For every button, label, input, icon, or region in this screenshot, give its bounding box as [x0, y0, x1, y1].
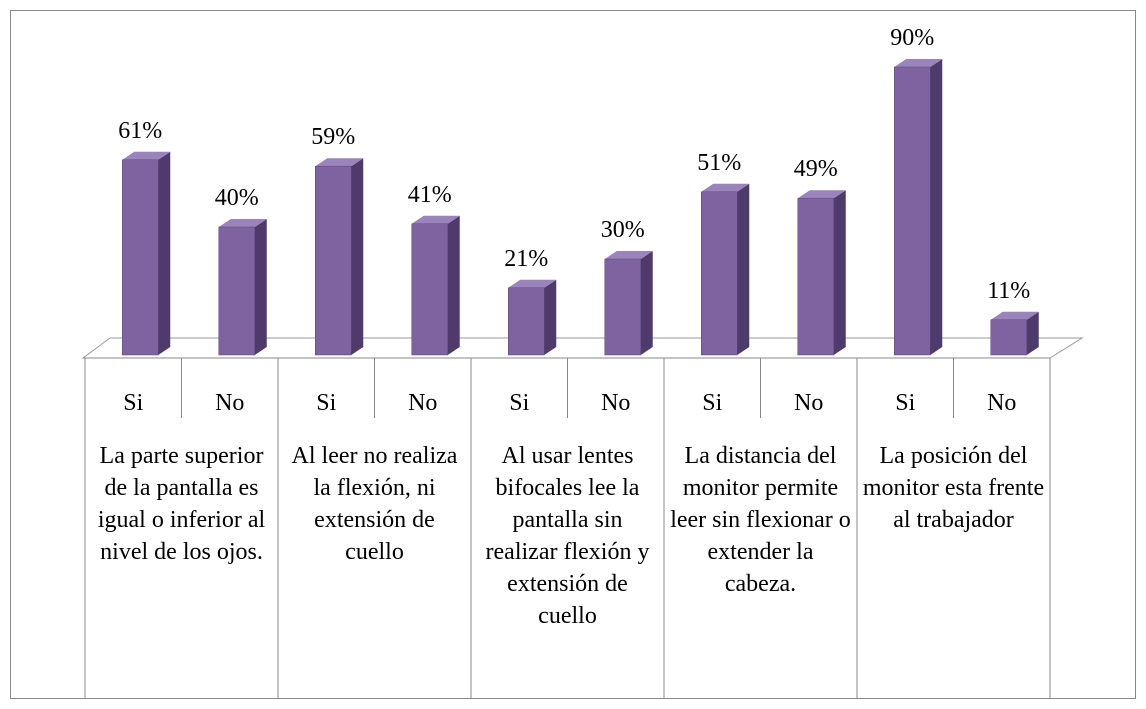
x-tick-label: No	[987, 390, 1016, 416]
bar-side	[447, 215, 460, 355]
x-tick-label: No	[794, 390, 823, 416]
data-label: 49%	[794, 156, 838, 182]
bar-top	[990, 311, 1039, 320]
bar-side	[737, 183, 750, 355]
x-tick-label: No	[408, 390, 437, 416]
group-label: Al leer no realiza la flexión, ni extens…	[291, 443, 458, 565]
bar-side	[544, 279, 557, 355]
data-label: 61%	[118, 118, 162, 144]
bar-top	[701, 183, 750, 192]
group-label: La distancia del monitor permite leer si…	[670, 443, 851, 597]
bar	[508, 287, 545, 356]
bar-side	[351, 158, 364, 355]
bar-top	[604, 251, 653, 259]
x-tick-label: Si	[702, 390, 722, 416]
bar-side	[1026, 311, 1039, 355]
bar-side	[640, 251, 653, 355]
bar-side	[254, 219, 267, 355]
x-tick-label: No	[215, 390, 244, 416]
x-tick-label: Si	[316, 390, 336, 416]
data-label: 21%	[504, 246, 548, 272]
bar	[797, 197, 834, 356]
data-label: 40%	[215, 185, 259, 211]
bar	[315, 165, 352, 356]
bar-side	[833, 190, 846, 355]
bar-top	[508, 279, 557, 288]
bar-side	[158, 151, 171, 355]
bar	[411, 223, 448, 356]
bar-top	[411, 215, 460, 224]
x-tick-label: Si	[895, 390, 915, 416]
bar	[701, 191, 738, 356]
bar-top	[218, 219, 267, 227]
x-tick-label: Si	[123, 390, 143, 416]
data-label: 30%	[601, 217, 645, 243]
bar	[894, 66, 931, 356]
bar	[122, 159, 159, 356]
bar-top	[122, 151, 171, 160]
data-label: 41%	[408, 182, 452, 208]
bar-top	[894, 59, 943, 67]
bar	[990, 319, 1027, 356]
bar	[218, 226, 255, 356]
data-label: 51%	[697, 150, 741, 176]
data-label: 11%	[987, 278, 1030, 304]
x-tick-label: No	[601, 390, 630, 416]
x-tick-label: Si	[509, 390, 529, 416]
data-label: 90%	[890, 25, 934, 51]
group-label: Al usar lentes bifocales lee la pantalla…	[485, 443, 650, 629]
data-label: 59%	[311, 124, 355, 150]
bar	[604, 258, 641, 356]
group-label: La posición del monitor esta frente al t…	[862, 443, 1045, 533]
bar-top	[797, 190, 846, 199]
group-label: La parte superior de la pantalla es igua…	[97, 443, 266, 565]
bar-top	[315, 158, 364, 167]
bar-side	[930, 59, 943, 355]
